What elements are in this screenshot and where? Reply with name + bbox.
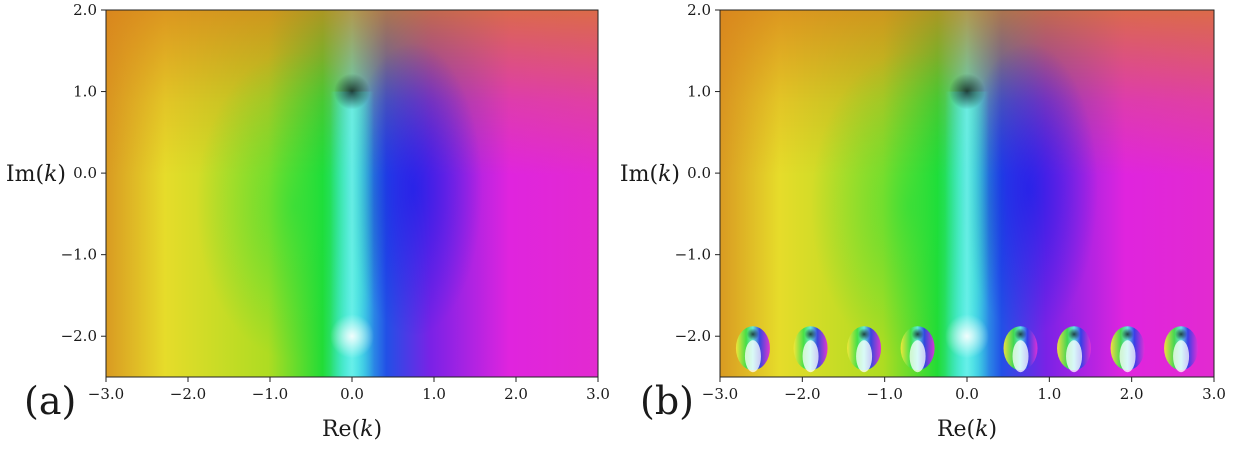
pair-core: [1012, 340, 1029, 373]
pole-zero-pair: [1003, 326, 1038, 373]
pair-zero: [1014, 328, 1027, 341]
x-tick-label: −3.0: [702, 385, 738, 403]
x-axis-label: Re(k): [937, 417, 997, 442]
x-tick-label: 3.0: [1202, 385, 1226, 403]
red-band: [292, 10, 412, 100]
y-tick-label: −2.0: [675, 327, 711, 345]
x-tick-label: −2.0: [170, 385, 206, 403]
pair-core: [909, 340, 926, 373]
y-tick-label: 1.0: [687, 83, 711, 101]
pair-zero: [1175, 328, 1188, 341]
red-band: [907, 10, 1027, 100]
x-tick-label: 2.0: [1120, 385, 1144, 403]
phase-field: [106, 10, 598, 377]
pair-core: [1066, 340, 1083, 373]
y-tick-label: 0.0: [687, 164, 711, 182]
x-tick-label: 1.0: [1037, 385, 1061, 403]
x-tick-label: 1.0: [422, 385, 446, 403]
x-tick-label: 0.0: [955, 385, 979, 403]
x-tick-label: 0.0: [340, 385, 364, 403]
panel-label: (a): [24, 379, 76, 423]
zero-point: [334, 73, 370, 110]
pole-point: [945, 314, 989, 359]
y-tick-label: 1.0: [73, 83, 97, 101]
pair-zero: [858, 328, 871, 341]
pole-zero-pair: [1164, 326, 1199, 373]
panel-b: −3.0 −2.0 −1.0 0.0 1.0 2.0 3.0 2.0 1.0 0.0 −1.0 −2.…: [620, 1, 1226, 442]
x-tick-label: −2.0: [784, 385, 820, 403]
y-axis-label: Im(k): [6, 162, 66, 187]
x-tick-label: −1.0: [252, 385, 288, 403]
pole-zero-pair: [735, 326, 770, 373]
blue-lobe: [344, 42, 483, 337]
zero-point: [949, 73, 985, 110]
y-tick-label: −1.0: [675, 246, 711, 264]
pair-core: [744, 340, 761, 373]
pair-zero: [1121, 328, 1134, 341]
pole-point: [330, 314, 374, 359]
x-tick-label: 3.0: [586, 385, 610, 403]
phase-field: [720, 10, 1214, 377]
pole-zero-pair: [847, 326, 882, 373]
pole-zero-pair: [1057, 326, 1092, 373]
y-tick-label: 2.0: [73, 1, 97, 19]
pair-core: [856, 340, 873, 373]
y-tick-label: −2.0: [61, 327, 97, 345]
pair-zero: [746, 328, 759, 341]
pole-zero-pair: [793, 326, 828, 373]
pole-zero-pair: [1110, 326, 1145, 373]
pole-zero-pair: [900, 326, 935, 373]
pair-zero: [911, 328, 924, 341]
pair-zero: [804, 328, 817, 341]
x-tick-label: −3.0: [88, 385, 124, 403]
y-tick-label: 0.0: [73, 164, 97, 182]
y-tick-label: 2.0: [687, 1, 711, 19]
panel-label: (b): [640, 379, 694, 423]
panel-a: −3.0 −2.0 −1.0 0.0 1.0 2.0 3.0 2.0 1.0 0.0 −1.0 −2.…: [6, 1, 610, 442]
pair-core: [1173, 340, 1190, 373]
pair-core: [1119, 340, 1136, 373]
x-tick-label: 2.0: [504, 385, 528, 403]
x-tick-label: −1.0: [866, 385, 902, 403]
x-axis-label: Re(k): [322, 417, 382, 442]
pair-zero: [1068, 328, 1081, 341]
blue-lobe: [959, 42, 1098, 337]
y-tick-label: −1.0: [61, 246, 97, 264]
pair-core: [802, 340, 819, 373]
y-axis-label: Im(k): [620, 162, 680, 187]
